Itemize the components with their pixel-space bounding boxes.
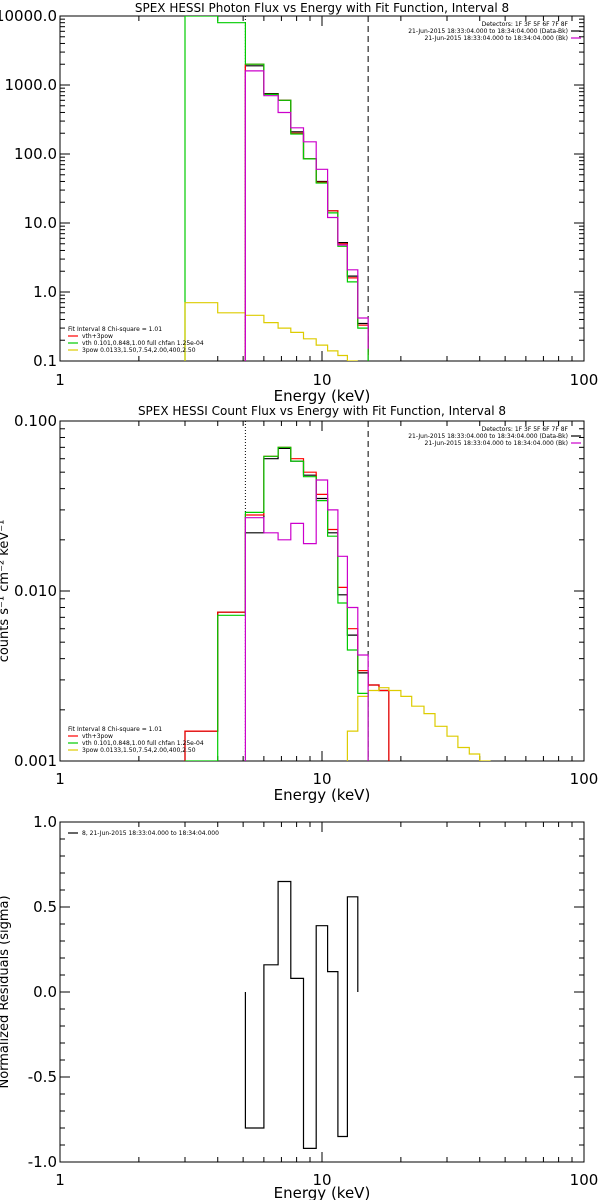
legend-entry-text: vth 0.101,0.848,1.00 full chfan 1.25e-04 [82,740,204,747]
legend-left: 8, 21-Jun-2015 18:33:04.000 to 18:34:04.… [68,830,219,837]
x-tick-label: 100 [570,770,599,788]
y-tick-label: 0.100 [14,412,57,430]
chart-title: SPEX HESSI Photon Flux vs Energy with Fi… [135,1,509,15]
chart-title: SPEX HESSI Count Flux vs Energy with Fit… [138,404,506,418]
plot-frame [59,15,585,362]
legend-entry-text: vth 0.101,0.848,1.00 full chfan 1.25e-04 [82,340,204,347]
series-group [244,880,359,1149]
legend-entry-text: 21-Jun-2015 18:33:04.000 to 18:34:04.000… [425,35,568,42]
y-axis-label: counts s⁻¹ cm⁻² keV⁻¹ [0,520,12,663]
y-axis: -1.0 -0.5 0.0 0.5 1.0 Normalized Residuals (s… [0,813,584,1171]
y-tick-label: 1.0 [33,283,57,301]
x-tick-label: 1 [55,371,65,389]
y-tick-label: 1000.0 [5,76,58,94]
legend-header: Fit Interval 8 Chi-square = 1.01 [68,326,162,333]
plot-frame [59,420,585,762]
x-axis-label: Energy (keV) [274,387,371,405]
y-tick-label: 0.010 [14,582,57,600]
legend-entry-text: 3pow 0.0133,1.50,7.54,2.00,400,2.50 [82,347,196,354]
legend-entry-text: 3pow 0.0133,1.50,7.54,2.00,400,2.50 [82,747,196,754]
y-tick-label: 0.1 [33,352,57,370]
x-tick-label: 10 [312,371,331,389]
y-tick-label: 10.0 [24,214,57,232]
series-bk [244,70,369,361]
x-axis-label: Energy (keV) [274,786,371,804]
y-tick-label: 100.0 [14,145,57,163]
series-vth [184,16,369,361]
series-group [184,16,369,361]
legend-entry-text: vth+3pow [82,333,113,340]
x-axis: 1 10 100 Energy (keV) [55,822,598,1200]
legend-entry-text: vth+3pow [82,733,113,740]
y-tick-label: -0.5 [28,1068,57,1086]
x-axis: 1 10 100 Energy (keV) [55,16,598,405]
series-vth [185,446,369,761]
legend-header: Detectors: 1F 3F 5F 6F 7F 8F [482,426,569,433]
series-group [184,446,491,761]
x-tick-label: 100 [570,371,599,389]
y-tick-label: 0.001 [14,752,57,770]
y-tick-label: 10000.0 [0,7,57,25]
x-axis-label: Energy (keV) [274,1184,371,1200]
y-tick-label: 0.5 [33,898,57,916]
legend-right: Detectors: 1F 3F 5F 6F 7F 8F21-Jun-2015 … [408,21,581,42]
x-tick-label: 10 [312,770,331,788]
x-tick-label: 1 [55,1171,65,1189]
series-8-21-jun-2015-18-33-04-000-to-18-34-04-000 [244,880,359,1149]
y-axis-label: Normalized Residuals (sigma) [0,895,12,1088]
legend-left: Fit Interval 8 Chi-square = 1.01vth+3pow… [68,726,204,754]
legend-entry-text: 21-Jun-2015 18:33:04.000 to 18:34:04.000… [408,28,568,35]
series-3pow [346,687,491,761]
legend-left: Fit Interval 8 Chi-square = 1.01vth+3pow… [68,326,204,354]
y-tick-label: -1.0 [28,1153,57,1171]
legend-entry-text: 21-Jun-2015 18:33:04.000 to 18:34:04.000… [425,440,568,447]
legend-entry-text: 21-Jun-2015 18:33:04.000 to 18:34:04.000… [408,433,568,440]
y-axis: 0.1 1.0 10.0 100.0 1000.0 10000.0 [0,7,584,370]
legend-header: Detectors: 1F 3F 5F 6F 7F 8F [482,21,569,28]
x-tick-label: 100 [570,1171,599,1189]
panel-3: 1 10 100 Energy (keV) -1.0 -0.5 0.0 0.5 1.0 Norma… [0,813,598,1200]
x-tick-label: 1 [55,770,65,788]
legend-header: Fit Interval 8 Chi-square = 1.01 [68,726,162,733]
panel-1: SPEX HESSI Photon Flux vs Energy with Fi… [0,1,598,405]
series-3pow [184,302,358,361]
panel-2: SPEX HESSI Count Flux vs Energy with Fit… [0,404,598,804]
y-tick-label: 1.0 [33,813,57,831]
y-tick-label: 0.0 [33,983,57,1001]
legend-right: Detectors: 1F 3F 5F 6F 7F 8F21-Jun-2015 … [408,426,581,447]
x-tick-label: 10 [312,1171,331,1189]
legend-entry-text: 8, 21-Jun-2015 18:33:04.000 to 18:34:04.… [82,830,219,837]
plot-frame [59,821,585,1163]
series-bk [244,479,369,761]
y-axis: 0.001 0.010 0.100 counts s⁻¹ cm⁻² keV⁻¹ [0,412,584,770]
